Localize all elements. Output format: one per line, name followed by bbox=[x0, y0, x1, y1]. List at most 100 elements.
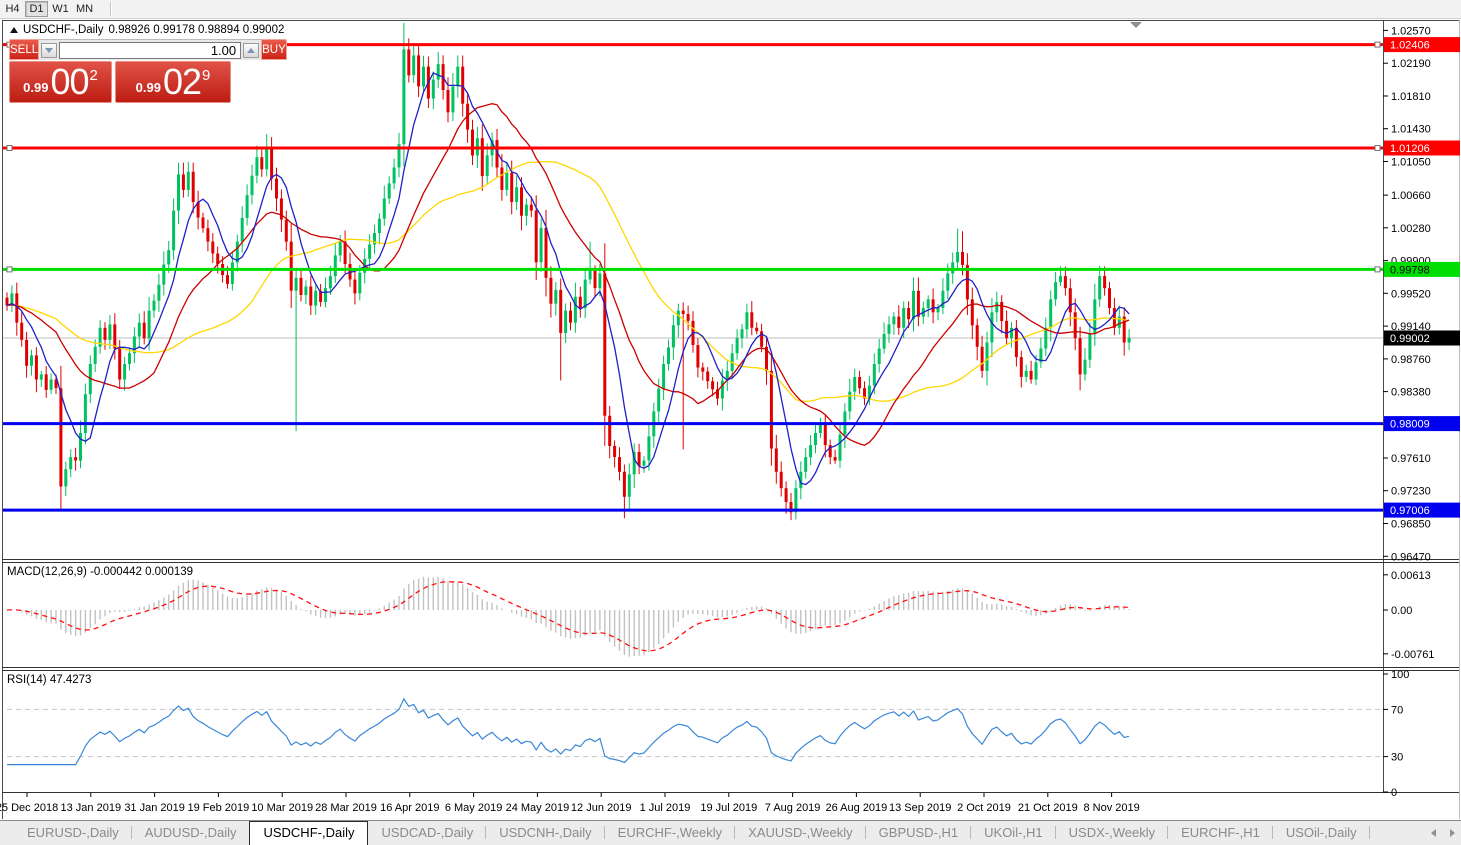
svg-text:0.98380: 0.98380 bbox=[1391, 387, 1431, 399]
sell-price-pips: 00 bbox=[50, 61, 89, 102]
volume-spinner bbox=[39, 39, 262, 60]
tab-usoil-daily[interactable]: USOil-,Daily bbox=[1273, 821, 1370, 845]
svg-text:100: 100 bbox=[1391, 669, 1409, 681]
svg-text:12 Jun 2019: 12 Jun 2019 bbox=[571, 802, 632, 814]
svg-text:19 Jul 2019: 19 Jul 2019 bbox=[700, 802, 757, 814]
svg-text:0.00: 0.00 bbox=[1391, 605, 1412, 617]
sell-price-point: 2 bbox=[89, 66, 98, 84]
svg-text:0.97230: 0.97230 bbox=[1391, 486, 1431, 498]
buy-price-point: 9 bbox=[202, 66, 211, 84]
tab-usdcad-daily[interactable]: USDCAD-,Daily bbox=[368, 821, 486, 845]
price-axis[interactable]: 1.02570 1.02190 1.01810 1.01430 1.01050 1.006… bbox=[1383, 25, 1460, 799]
svg-text:10 Mar 2019: 10 Mar 2019 bbox=[251, 802, 313, 814]
main-price-pane[interactable] bbox=[3, 22, 1383, 521]
chevron-down-icon bbox=[45, 47, 54, 53]
chart-title: USDCHF-,Daily 0.98926 0.99178 0.98894 0.… bbox=[10, 24, 284, 36]
candles-layer bbox=[5, 22, 1131, 521]
svg-text:13 Jan 2019: 13 Jan 2019 bbox=[61, 802, 122, 814]
rsi-line bbox=[7, 697, 1130, 766]
svg-text:1.01430: 1.01430 bbox=[1391, 124, 1431, 136]
svg-text:26 Aug 2019: 26 Aug 2019 bbox=[826, 802, 888, 814]
sell-price-display[interactable]: 0.99 00 2 bbox=[9, 61, 112, 103]
tab-usdchf-daily[interactable]: USDCHF-,Daily bbox=[249, 821, 369, 845]
date-axis[interactable]: 25 Dec 2018 13 Jan 2019 31 Jan 2019 19 Feb … bbox=[0, 793, 1140, 814]
chart-symbol-label: USDCHF-,Daily bbox=[23, 24, 104, 36]
svg-text:21 Oct 2019: 21 Oct 2019 bbox=[1018, 802, 1078, 814]
svg-text:31 Jan 2019: 31 Jan 2019 bbox=[124, 802, 185, 814]
ma-medium-line bbox=[6, 103, 1130, 447]
tab-gbpusd-h1[interactable]: GBPUSD-,H1 bbox=[866, 821, 972, 845]
tab-xauusd-weekly[interactable]: XAUUSD-,Weekly bbox=[735, 821, 866, 845]
buy-price-prefix: 0.99 bbox=[135, 79, 161, 95]
macd-signal-line bbox=[6, 581, 1130, 652]
svg-text:1 Jul 2019: 1 Jul 2019 bbox=[640, 802, 691, 814]
macd-pane[interactable] bbox=[6, 576, 1130, 657]
timeframe-d1-button[interactable]: D1 bbox=[25, 1, 48, 17]
timeframe-h4-button[interactable]: H4 bbox=[1, 1, 24, 17]
svg-text:8 Nov 2019: 8 Nov 2019 bbox=[1083, 802, 1139, 814]
buy-button[interactable]: BUY bbox=[261, 39, 287, 60]
svg-text:1.00660: 1.00660 bbox=[1391, 190, 1431, 202]
svg-text:0: 0 bbox=[1391, 787, 1397, 799]
rsi-value: 47.4273 bbox=[49, 674, 92, 686]
svg-text:0.99520: 0.99520 bbox=[1391, 288, 1431, 300]
timeframe-mn-button[interactable]: MN bbox=[73, 1, 96, 17]
svg-text:0.97610: 0.97610 bbox=[1391, 453, 1431, 465]
toolbar-separator bbox=[110, 2, 111, 16]
macd-values: -0.000442 0.000139 bbox=[90, 566, 194, 578]
tabbar-padding bbox=[0, 821, 14, 845]
volume-increase-button[interactable] bbox=[243, 42, 260, 58]
svg-text:1.02406: 1.02406 bbox=[1390, 40, 1430, 52]
svg-text:1.01206: 1.01206 bbox=[1390, 143, 1430, 155]
one-click-trading-panel: SELL BUY 0.99 00 2 0.99 02 9 bbox=[9, 39, 287, 103]
tab-scroll-right-icon[interactable] bbox=[1450, 829, 1455, 837]
chevron-up-icon bbox=[247, 47, 256, 53]
svg-text:28 Mar 2019: 28 Mar 2019 bbox=[315, 802, 377, 814]
svg-text:0.00613: 0.00613 bbox=[1391, 570, 1431, 582]
svg-text:70: 70 bbox=[1391, 704, 1403, 716]
tab-audusd-daily[interactable]: AUDUSD-,Daily bbox=[144, 825, 237, 840]
svg-text:0.97006: 0.97006 bbox=[1390, 505, 1430, 517]
svg-text:16 Apr 2019: 16 Apr 2019 bbox=[380, 802, 439, 814]
svg-text:0.99002: 0.99002 bbox=[1390, 333, 1430, 345]
tab-ukoil-h1[interactable]: UKOil-,H1 bbox=[971, 821, 1056, 845]
svg-text:1.01810: 1.01810 bbox=[1391, 91, 1431, 103]
svg-text:0.96470: 0.96470 bbox=[1391, 551, 1431, 563]
tab-usdcnh-daily[interactable]: USDCNH-,Daily bbox=[486, 821, 606, 845]
volume-decrease-button[interactable] bbox=[41, 42, 58, 58]
svg-text:0.98009: 0.98009 bbox=[1390, 419, 1430, 431]
tab-eurusd-daily[interactable]: EURUSD-,Daily bbox=[14, 821, 132, 845]
sell-price-prefix: 0.99 bbox=[23, 79, 49, 95]
chart-tab-bar: EURUSD-,Daily AUDUSD-,Daily USDCHF-,Dail… bbox=[0, 820, 1461, 845]
svg-text:1.02570: 1.02570 bbox=[1391, 25, 1431, 37]
svg-text:1.02190: 1.02190 bbox=[1391, 58, 1431, 70]
rsi-indicator-label: RSI(14) 47.4273 bbox=[7, 674, 91, 686]
buy-price-pips: 02 bbox=[162, 61, 202, 102]
tab-usdx-weekly[interactable]: USDX-,Weekly bbox=[1056, 821, 1169, 845]
volume-input[interactable] bbox=[59, 41, 242, 59]
macd-name: MACD(12,26,9) bbox=[7, 566, 87, 578]
timeframe-w1-button[interactable]: W1 bbox=[49, 1, 72, 17]
tab-eurchf-weekly[interactable]: EURCHF-,Weekly bbox=[605, 821, 736, 845]
macd-indicator-label: MACD(12,26,9) -0.000442 0.000139 bbox=[7, 566, 193, 578]
svg-text:24 May 2019: 24 May 2019 bbox=[506, 802, 570, 814]
scroll-end-marker-icon bbox=[1130, 22, 1142, 28]
svg-text:2 Oct 2019: 2 Oct 2019 bbox=[957, 802, 1011, 814]
svg-text:1.01050: 1.01050 bbox=[1391, 157, 1431, 169]
buy-price-display[interactable]: 0.99 02 9 bbox=[115, 61, 231, 103]
timeframe-toolbar: H4 D1 W1 MN bbox=[0, 0, 1461, 19]
svg-text:30: 30 bbox=[1391, 752, 1403, 764]
svg-text:13 Sep 2019: 13 Sep 2019 bbox=[889, 802, 951, 814]
tab-scroll-left-icon[interactable] bbox=[1431, 829, 1436, 837]
ma-slow-line bbox=[6, 160, 1130, 402]
tab-eurchf-h1[interactable]: EURCHF-,H1 bbox=[1168, 821, 1273, 845]
svg-text:6 May 2019: 6 May 2019 bbox=[445, 802, 502, 814]
svg-text:0.96850: 0.96850 bbox=[1391, 519, 1431, 531]
ma-fast-line bbox=[6, 72, 1130, 486]
expand-triangle-icon bbox=[10, 27, 18, 33]
svg-text:7 Aug 2019: 7 Aug 2019 bbox=[765, 802, 821, 814]
sell-button[interactable]: SELL bbox=[9, 39, 40, 60]
svg-text:1.00280: 1.00280 bbox=[1391, 223, 1431, 235]
rsi-pane[interactable] bbox=[7, 697, 1383, 766]
